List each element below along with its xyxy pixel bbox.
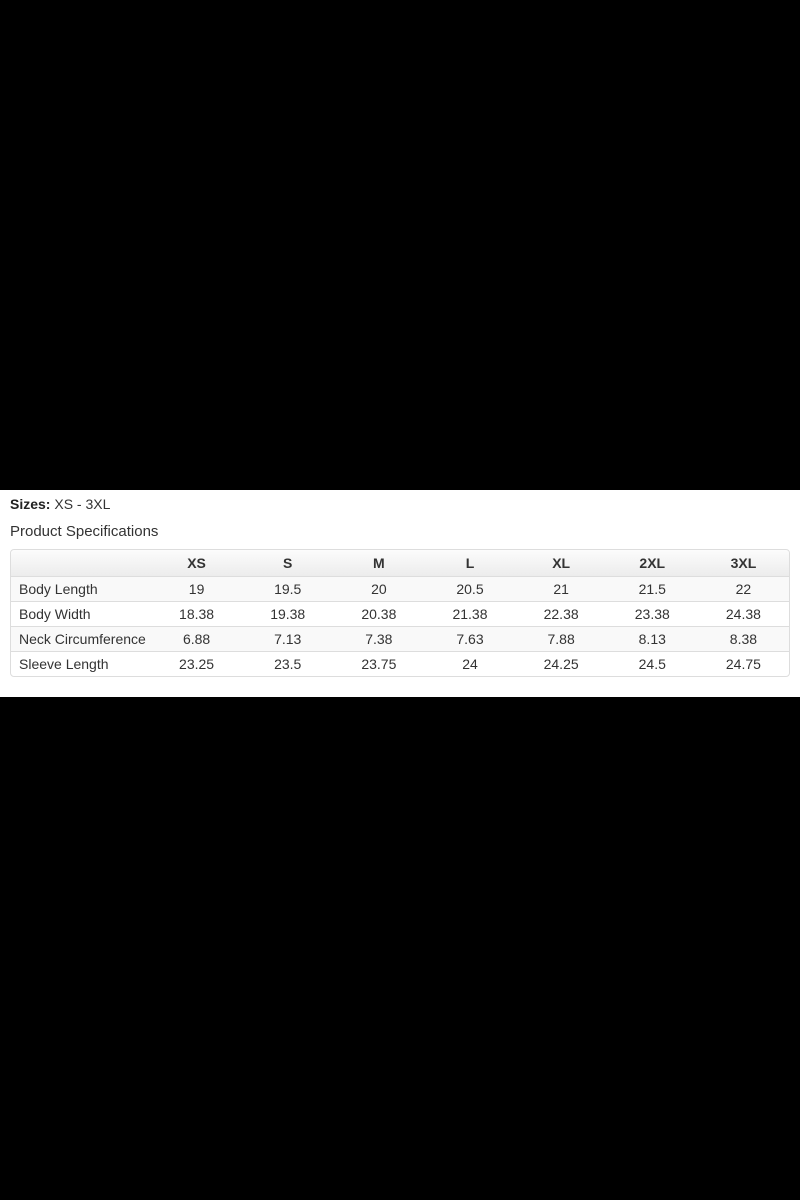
column-header: M xyxy=(333,550,425,576)
table-row: Neck Circumference 6.88 7.13 7.38 7.63 7.88 8.… xyxy=(11,626,789,651)
spec-value-cell: 19.5 xyxy=(242,576,334,601)
spec-value-cell: 23.38 xyxy=(606,601,698,626)
column-header: XL xyxy=(515,550,607,576)
table-row: Sleeve Length 23.25 23.5 23.75 24 24.25 24.5 24… xyxy=(11,651,789,676)
product-info-band: Sizes: XS - 3XL Product Specifications X… xyxy=(0,490,800,697)
column-header: L xyxy=(424,550,516,576)
sizes-value: XS - 3XL xyxy=(50,496,111,512)
spec-value-cell: 20.38 xyxy=(333,601,425,626)
sizes-label: Sizes: xyxy=(10,496,51,512)
table-row: Body Length 19 19.5 20 20.5 21 21.5 22 xyxy=(11,576,789,601)
spec-value-cell: 21 xyxy=(515,576,607,601)
spec-value-cell: 24.5 xyxy=(606,651,698,676)
spec-value-cell: 20.5 xyxy=(424,576,516,601)
spec-value-cell: 7.88 xyxy=(515,626,607,651)
spec-value-cell: 22 xyxy=(697,576,789,601)
section-title: Product Specifications xyxy=(10,523,159,540)
column-header: 2XL xyxy=(606,550,698,576)
spec-value-cell: 22.38 xyxy=(515,601,607,626)
spec-value-cell: 20 xyxy=(333,576,425,601)
column-header: S xyxy=(242,550,334,576)
spec-value-cell: 8.13 xyxy=(606,626,698,651)
spec-value-cell: 21.38 xyxy=(424,601,516,626)
spec-value-cell: 7.38 xyxy=(333,626,425,651)
spec-value-cell: 24 xyxy=(424,651,516,676)
sizes-line: Sizes: XS - 3XL xyxy=(10,496,790,513)
table-row: Body Width 18.38 19.38 20.38 21.38 22.38 23.38… xyxy=(11,601,789,626)
spec-value-cell: 6.88 xyxy=(151,626,243,651)
column-header: 3XL xyxy=(697,550,789,576)
spec-value-cell: 19 xyxy=(151,576,243,601)
spec-value-cell: 7.63 xyxy=(424,626,516,651)
spec-value-cell: 19.38 xyxy=(242,601,334,626)
row-label: Sleeve Length xyxy=(11,651,151,676)
row-label: Body Width xyxy=(11,601,151,626)
spec-value-cell: 18.38 xyxy=(151,601,243,626)
column-header: XS xyxy=(151,550,243,576)
spec-value-cell: 24.38 xyxy=(697,601,789,626)
spec-value-cell: 23.75 xyxy=(333,651,425,676)
row-label: Body Length xyxy=(11,576,151,601)
column-header-empty xyxy=(11,550,151,576)
spec-value-cell: 23.5 xyxy=(242,651,334,676)
spec-value-cell: 24.25 xyxy=(515,651,607,676)
spec-value-cell: 23.25 xyxy=(151,651,243,676)
table-body: Body Length 19 19.5 20 20.5 21 21.5 22 Body Widt… xyxy=(11,576,789,676)
table-header-row: XS S M L XL 2XL 3XL xyxy=(11,550,789,576)
row-label: Neck Circumference xyxy=(11,626,151,651)
spec-value-cell: 21.5 xyxy=(606,576,698,601)
product-specifications-table: XS S M L XL 2XL 3XL Body Length 19 19.5 20 20.5 21 2… xyxy=(10,549,790,677)
spec-value-cell: 8.38 xyxy=(697,626,789,651)
table-header: XS S M L XL 2XL 3XL xyxy=(11,550,789,576)
spec-value-cell: 24.75 xyxy=(697,651,789,676)
spec-value-cell: 7.13 xyxy=(242,626,334,651)
